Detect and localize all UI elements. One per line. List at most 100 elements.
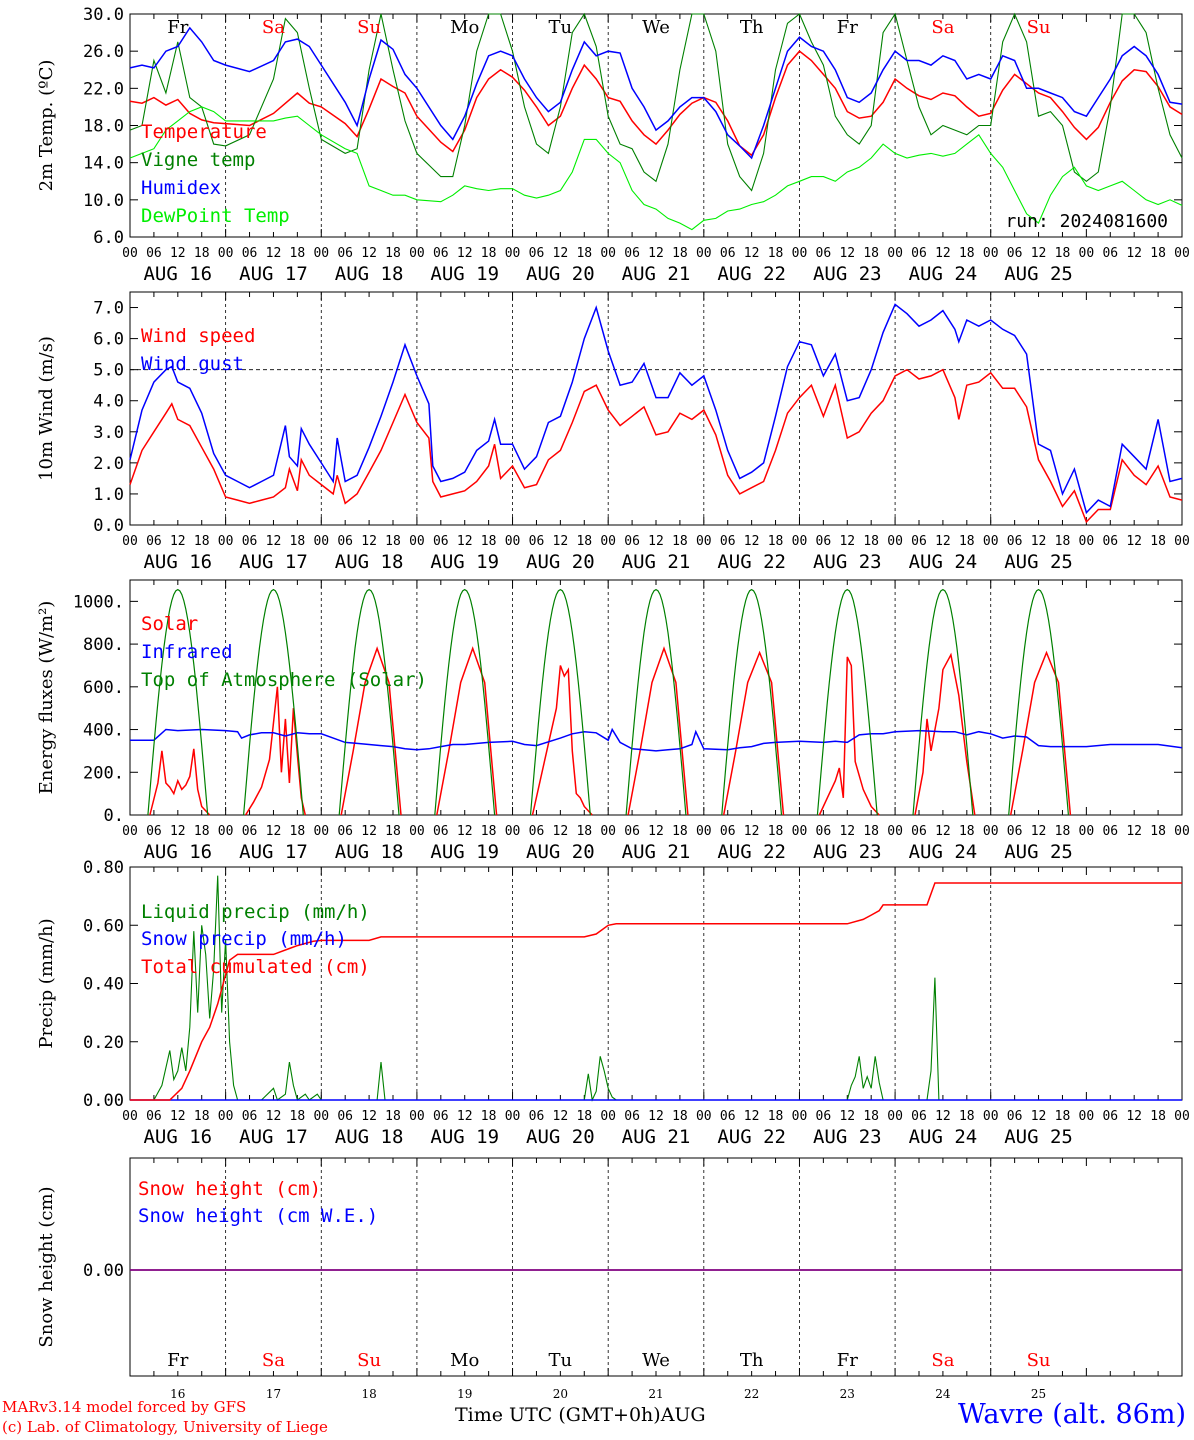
x-hour-tick-label: 00 [1174,1109,1190,1124]
x-hour-tick-label: 00 [696,246,712,261]
x-hour-tick-label: 18 [1055,824,1071,839]
x-hour-tick-label: 06 [242,1109,258,1124]
weekday-label-top: Fr [167,17,188,38]
x-hour-tick-label: 06 [624,824,640,839]
x-hour-tick-label: 06 [720,1109,736,1124]
x-hour-tick-label: 00 [313,824,329,839]
x-hour-tick-label: 06 [337,246,353,261]
x-hour-tick-label: 12 [553,534,569,549]
x-hour-tick-label: 12 [553,1109,569,1124]
x-hour-tick-label: 18 [1150,1109,1166,1124]
x-hour-tick-label: 00 [1174,534,1190,549]
x-hour-tick-label: 12 [839,1109,855,1124]
y-tick-label: 26.0 [83,42,124,62]
y-tick-label: 0.20 [83,1033,124,1053]
x-hour-tick-label: 18 [1150,534,1166,549]
x-hour-tick-label: 18 [768,824,784,839]
x-day-label: AUG 21 [622,841,691,863]
x-hour-tick-label: 00 [983,534,999,549]
x-hour-tick-label: 12 [744,1109,760,1124]
x-hour-tick-label: 18 [194,824,210,839]
x-hour-tick-label: 06 [816,534,832,549]
weekday-label-top: Su [1027,17,1051,38]
x-hour-tick-label: 18 [959,534,975,549]
x-hour-tick-label: 18 [194,246,210,261]
x-hour-tick-label: 18 [1150,824,1166,839]
y-tick-label: 400. [83,721,124,741]
legend-entry: Solar [141,613,198,635]
x-hour-tick-label: 00 [792,1109,808,1124]
legend-entry: Snow height (cm) [138,1178,321,1200]
x-day-label: AUG 17 [239,263,308,285]
y-tick-label: 30.0 [83,5,124,25]
y-tick-label: 1.0 [93,485,124,505]
x-hour-tick-label: 12 [361,1109,377,1124]
x-day-label: AUG 25 [1004,551,1073,573]
legend-entry: Snow precip (mm/h) [141,928,347,950]
legend-entry: Vigne temp [141,149,255,171]
x-hour-tick-label: 00 [983,1109,999,1124]
x-hour-tick-label: 18 [385,534,401,549]
x-hour-tick-label: 06 [433,1109,449,1124]
x-hour-tick-label: 12 [1031,824,1047,839]
y-tick-label: 14.0 [83,154,124,174]
series-solar-arc [531,665,593,816]
x-hour-tick-label: 06 [529,1109,545,1124]
y-axis-label: Precip (mm/h) [36,918,57,1048]
series-toa-solar-arc [243,588,304,816]
x-hour-tick-label: 06 [529,534,545,549]
x-hour-tick-label: 18 [959,1109,975,1124]
x-hour-tick-label: 00 [505,246,521,261]
y-tick-label: 800. [83,635,124,655]
x-hour-tick-label: 18 [1055,1109,1071,1124]
x-hour-tick-label: 06 [529,824,545,839]
x-hour-tick-label: 06 [720,534,736,549]
x-hour-tick-label: 06 [1102,246,1118,261]
bottom-day-number: 16 [170,1387,185,1401]
bottom-day-number: 21 [648,1387,663,1401]
x-hour-tick-label: 06 [720,824,736,839]
x-hour-tick-label: 18 [290,534,306,549]
weekday-label-bottom: Th [740,1350,764,1371]
series-toa-solar-arc [338,588,400,816]
x-day-label: AUG 20 [526,551,595,573]
x-hour-tick-label: 18 [194,1109,210,1124]
x-hour-tick-label: 00 [409,246,425,261]
x-hour-tick-label: 18 [576,1109,592,1124]
x-hour-tick-label: 06 [146,824,162,839]
x-hour-tick-label: 00 [600,534,616,549]
x-hour-tick-label: 06 [337,534,353,549]
x-day-label: AUG 24 [909,1126,978,1148]
x-day-label: AUG 22 [717,263,786,285]
series-solar-arc [436,646,498,816]
x-day-label: AUG 25 [1004,263,1073,285]
x-hour-tick-label: 00 [696,824,712,839]
y-tick-label: 10.0 [83,191,124,211]
x-hour-tick-label: 12 [457,534,473,549]
series-toa-solar-arc [912,588,974,816]
y-axis-label: 2m Temp. (ºC) [36,60,57,192]
series-line-infrared [130,727,1183,752]
x-day-label: AUG 24 [909,551,978,573]
x-hour-tick-label: 00 [505,1109,521,1124]
x-hour-tick-label: 12 [839,534,855,549]
x-hour-tick-label: 18 [481,534,497,549]
x-hour-tick-label: 18 [481,246,497,261]
series-toa-solar-arc [434,588,496,816]
x-hour-tick-label: 12 [1126,246,1142,261]
y-tick-label: 22.0 [83,79,124,99]
bottom-day-number: 17 [266,1387,281,1401]
x-day-label: AUG 21 [622,1126,691,1148]
series-solar-arc [1009,650,1072,816]
x-day-label: AUG 23 [813,841,882,863]
x-day-label: AUG 21 [622,263,691,285]
x-hour-tick-label: 06 [1102,1109,1118,1124]
x-day-label: AUG 17 [239,1126,308,1148]
x-day-label: AUG 25 [1004,1126,1073,1148]
x-hour-tick-label: 00 [600,246,616,261]
x-hour-tick-label: 00 [218,824,234,839]
x-hour-tick-label: 18 [672,246,688,261]
y-tick-label: 0.0 [93,516,124,536]
legend-entry: DewPoint Temp [141,205,290,227]
x-hour-tick-label: 18 [672,1109,688,1124]
